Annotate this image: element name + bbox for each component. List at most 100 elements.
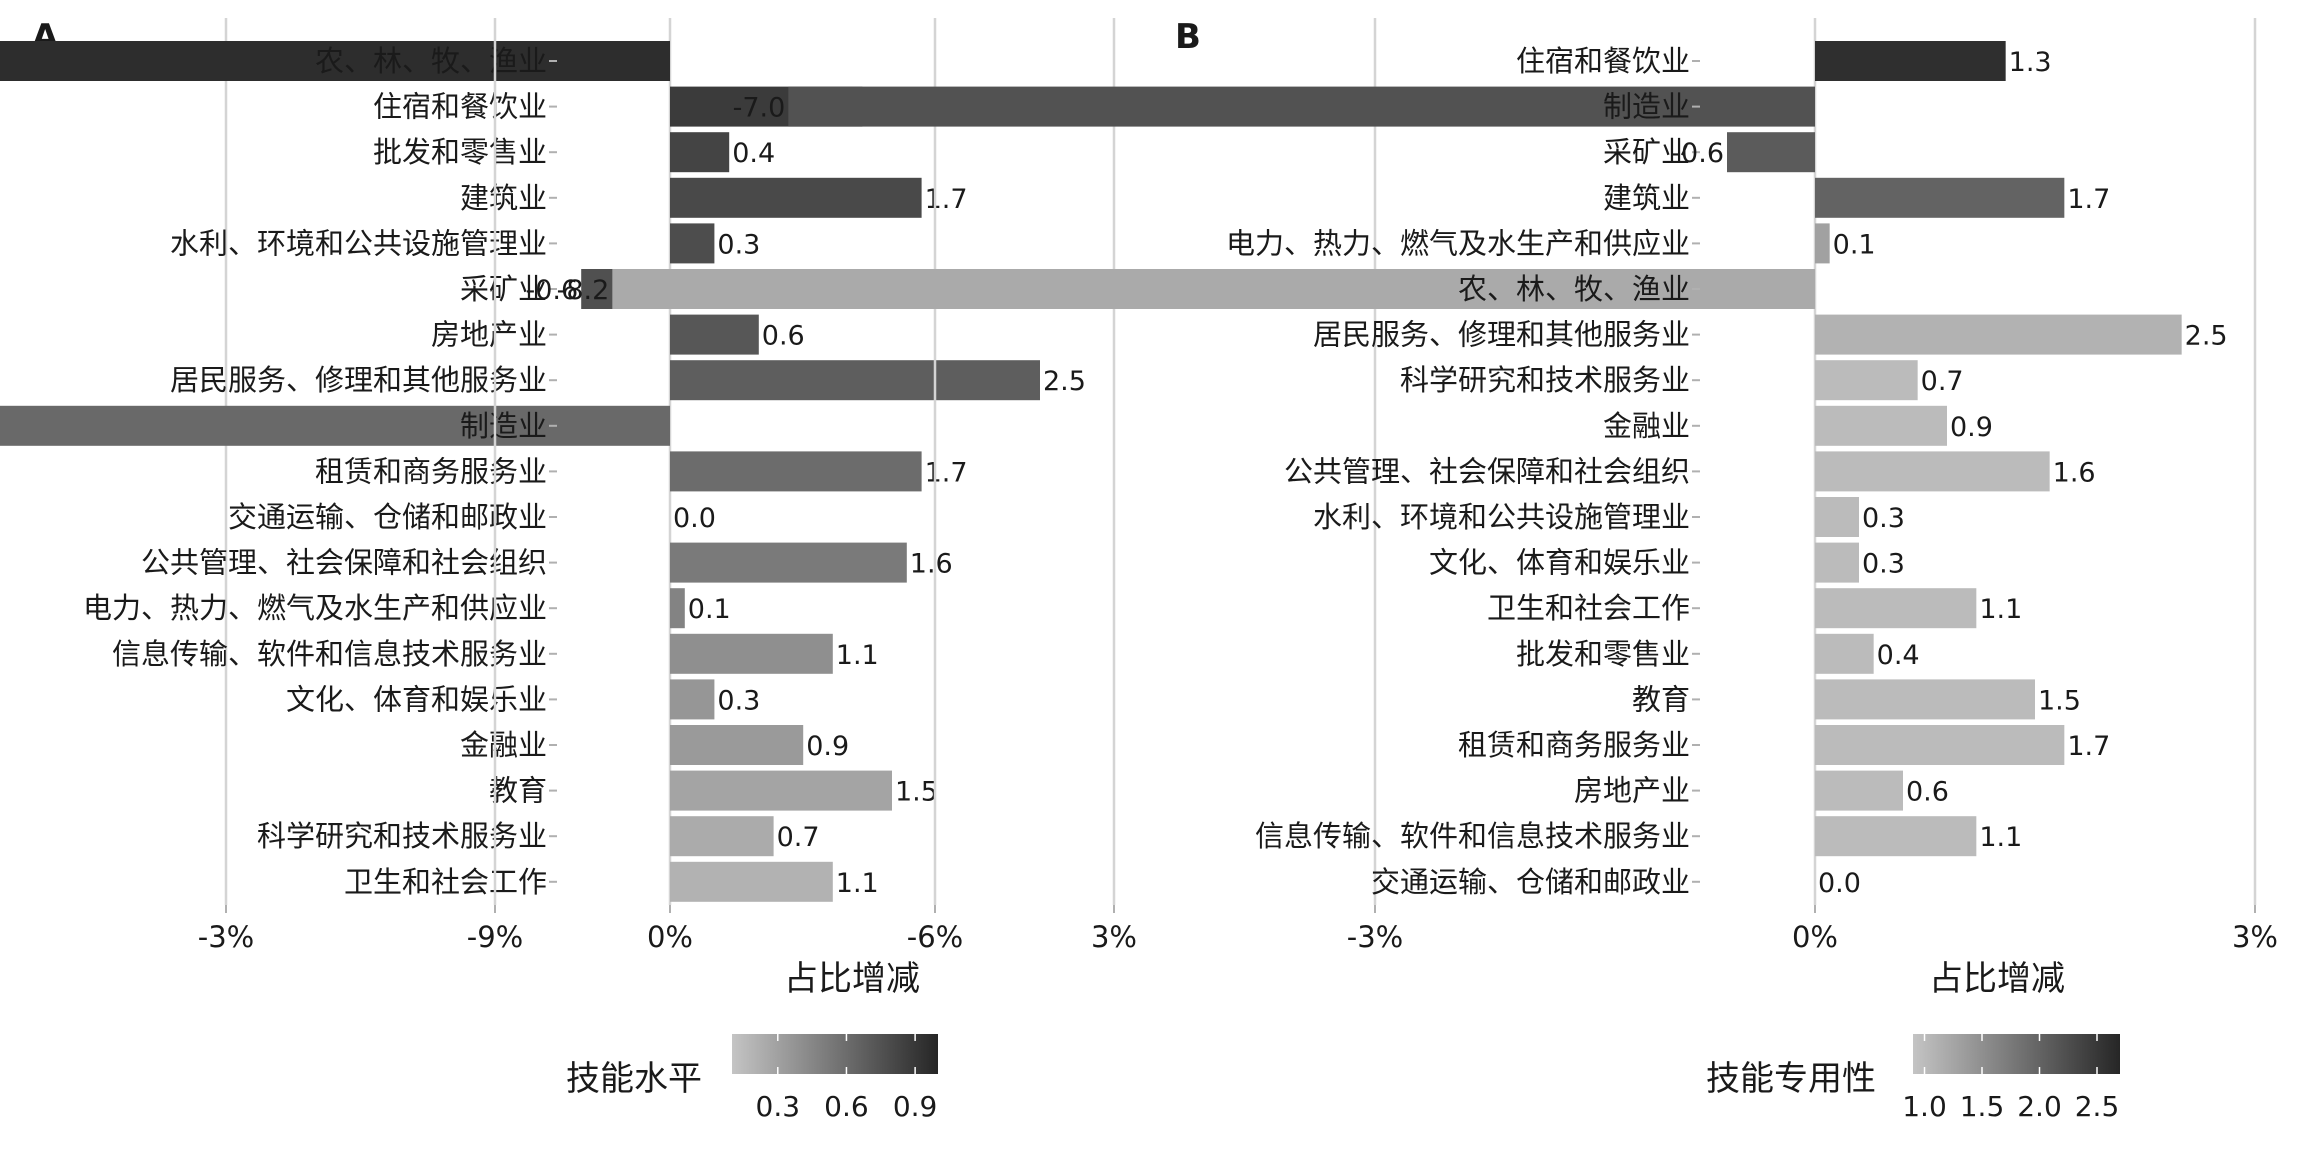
bar xyxy=(1815,588,1977,629)
bar xyxy=(1727,132,1815,173)
legend-colorbar xyxy=(732,1034,938,1074)
value-label: 1.3 xyxy=(2009,47,2052,78)
category-label: 住宿和餐饮业 xyxy=(1516,44,1690,78)
value-label: -8.2 xyxy=(557,275,610,306)
value-label: 0.3 xyxy=(1862,503,1905,534)
value-label: 0.7 xyxy=(777,822,820,853)
legend-tick-label: 0.6 xyxy=(824,1090,869,1123)
category-label: 批发和零售业 xyxy=(1516,637,1690,671)
value-label: 0.3 xyxy=(717,229,760,260)
x-tick-label: -3% xyxy=(198,920,254,954)
value-label: 1.7 xyxy=(2067,731,2110,762)
bar xyxy=(670,314,759,355)
bar xyxy=(670,588,685,629)
category-label: 交通运输、仓储和邮政业 xyxy=(1371,865,1690,899)
legend-tick-label: 1.5 xyxy=(1960,1090,2005,1123)
value-label: 2.5 xyxy=(2185,321,2228,352)
bar xyxy=(670,451,922,492)
bar xyxy=(670,223,715,264)
category-label: 文化、体育和娱乐业 xyxy=(1429,546,1690,580)
bar xyxy=(1815,679,2035,720)
legend-colorbar xyxy=(1913,1034,2120,1074)
bar xyxy=(1815,542,1859,583)
legend-tick-label: 0.3 xyxy=(756,1090,801,1123)
category-label: 房地产业 xyxy=(431,318,547,352)
value-label: 0.9 xyxy=(806,731,849,762)
value-label: 0.4 xyxy=(1877,640,1920,671)
x-tick-label: 3% xyxy=(1091,920,1137,954)
bar xyxy=(1815,41,2006,81)
value-label: 1.7 xyxy=(925,184,968,215)
category-label: 金融业 xyxy=(1603,409,1690,443)
category-label: 住宿和餐饮业 xyxy=(373,90,547,124)
bar xyxy=(670,816,774,857)
category-label: 教育 xyxy=(1632,682,1690,716)
x-tick-label: -3% xyxy=(1347,920,1403,954)
legend-tick-label: 2.5 xyxy=(2075,1090,2120,1123)
value-label: 1.7 xyxy=(925,457,968,488)
category-label: 信息传输、软件和信息技术服务业 xyxy=(1255,819,1690,853)
category-label: 文化、体育和娱乐业 xyxy=(286,682,547,716)
value-label: 0.3 xyxy=(717,685,760,716)
bar xyxy=(670,770,892,811)
legend-title: 技能水平 xyxy=(566,1059,702,1099)
category-label: 电力、热力、燃气及水生产和供应业 xyxy=(83,591,547,625)
value-label: 1.1 xyxy=(1979,594,2022,625)
x-tick-label: -6% xyxy=(907,920,963,954)
bar xyxy=(670,177,922,218)
category-label: 水利、环境和公共设施管理业 xyxy=(1313,500,1690,534)
value-label: 1.7 xyxy=(2067,184,2110,215)
value-label: -0.6 xyxy=(1671,138,1724,169)
legend-title: 技能专用性 xyxy=(1706,1059,1876,1099)
legend-tick-label: 2.0 xyxy=(2017,1090,2062,1123)
category-label: 科学研究和技术服务业 xyxy=(1400,363,1690,397)
value-label: 0.0 xyxy=(1818,868,1861,899)
bar xyxy=(670,679,715,720)
bar xyxy=(670,725,804,765)
x-tick-label: 0% xyxy=(1792,920,1838,954)
value-label: 1.1 xyxy=(1979,822,2022,853)
value-label: -0.6 xyxy=(526,275,579,306)
bar xyxy=(670,542,907,583)
category-label: 采矿业 xyxy=(1603,135,1690,169)
bar xyxy=(1815,360,1918,401)
category-label: 租赁和商务服务业 xyxy=(1458,728,1690,762)
category-label: 教育 xyxy=(489,774,547,808)
value-label: 0.0 xyxy=(673,503,716,534)
category-label: 水利、环境和公共设施管理业 xyxy=(170,226,547,260)
x-tick-label: -9% xyxy=(467,920,523,954)
x-axis-title: 占比增减 xyxy=(1929,959,2065,999)
category-label: 制造业 xyxy=(460,409,547,443)
bar xyxy=(670,633,833,674)
legend: 技能专用性 1.0 1.5 2.0 2.5 xyxy=(1706,1034,2120,1123)
legend-tick-label: 0.9 xyxy=(893,1090,938,1123)
category-label: 租赁和商务服务业 xyxy=(315,454,547,488)
category-label: 交通运输、仓储和邮政业 xyxy=(228,500,547,534)
bar xyxy=(1815,497,1859,537)
legend: 技能水平 0.3 0.6 0.9 xyxy=(566,1034,938,1123)
category-label: 建筑业 xyxy=(1603,181,1690,215)
category-label: 房地产业 xyxy=(1574,774,1690,808)
bar xyxy=(612,269,1816,309)
bar xyxy=(788,86,1816,127)
category-label: 金融业 xyxy=(460,728,547,762)
value-label: 1.6 xyxy=(910,549,953,580)
value-label: 1.1 xyxy=(836,868,879,899)
category-label: 公共管理、社会保障和社会组织 xyxy=(1284,454,1690,488)
category-label: 制造业 xyxy=(1603,90,1690,124)
panel-tag: B xyxy=(1175,17,1201,57)
category-label: 建筑业 xyxy=(460,181,547,215)
value-label: 0.3 xyxy=(1862,549,1905,580)
category-label: 信息传输、软件和信息技术服务业 xyxy=(112,637,547,671)
category-label: 公共管理、社会保障和社会组织 xyxy=(141,546,547,580)
chart-panel-a: A农、林、牧、渔业-8.2住宿和餐饮业1.3批发和零售业0.4建筑业1.7水利、… xyxy=(0,17,1137,1123)
value-label: 2.5 xyxy=(1043,366,1086,397)
category-label: 电力、热力、燃气及水生产和供应业 xyxy=(1226,226,1690,260)
bar xyxy=(1815,725,2065,765)
value-label: 0.1 xyxy=(688,594,731,625)
bar xyxy=(670,360,1040,401)
value-label: 1.5 xyxy=(895,777,938,808)
category-label: 居民服务、修理和其他服务业 xyxy=(170,363,547,397)
